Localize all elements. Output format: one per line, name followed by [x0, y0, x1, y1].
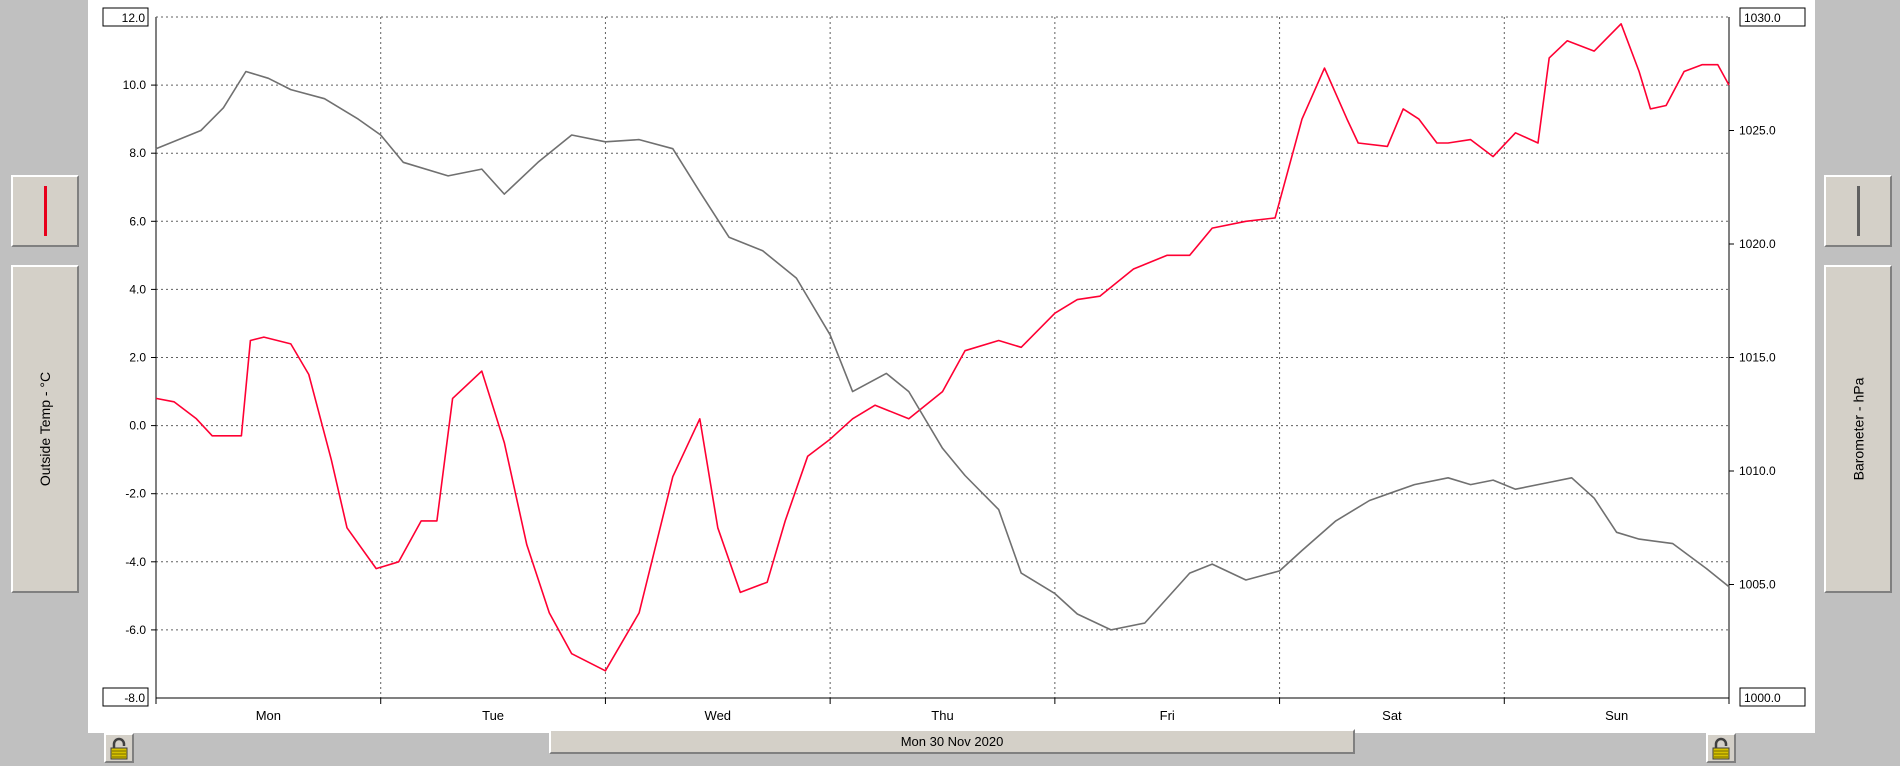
right-tick-label: 1015.0: [1739, 351, 1776, 365]
left-tick-label: -2.0: [125, 487, 146, 501]
left-lock-button[interactable]: [104, 733, 134, 763]
chart-svg: 10.0 8.0 6.0 4.0 2.0 0.0 -2.0 -4.0 -6.0 12.0 -8.0 1…: [102, 7, 1806, 723]
temp-series-line: [155, 22, 1730, 672]
left-tick-label: 4.0: [129, 282, 146, 296]
x-tick-label: Mon: [256, 708, 281, 723]
left-tick-label: -6.0: [125, 623, 146, 637]
temp-axis-title: Outside Temp - °C: [37, 371, 53, 487]
barometer-legend-swatch: [1857, 186, 1860, 236]
barometer-series-line: [155, 70, 1730, 631]
x-tick-label: Fri: [1160, 708, 1175, 723]
right-bottom-label: 1000.0: [1744, 691, 1781, 705]
date-label: Mon 30 Nov 2020: [900, 734, 1004, 749]
temp-axis-title-button[interactable]: Outside Temp - °C: [11, 265, 79, 593]
right-tick-label: 1005.0: [1739, 578, 1776, 592]
left-tick-label: 10.0: [123, 78, 147, 92]
left-tick-label: 2.0: [129, 351, 146, 365]
padlock-icon: [1712, 737, 1730, 760]
date-bar[interactable]: Mon 30 Nov 2020: [549, 729, 1355, 754]
right-tick-label: 1025.0: [1739, 124, 1776, 138]
x-tick-label: Sun: [1605, 708, 1628, 723]
left-tick-label: 0.0: [129, 419, 146, 433]
left-top-label-box: [102, 7, 149, 27]
left-bottom-label-box: [102, 687, 149, 707]
plot-panel: 10.0 8.0 6.0 4.0 2.0 0.0 -2.0 -4.0 -6.0 12.0 -8.0 1…: [88, 0, 1815, 733]
temp-legend-swatch: [44, 186, 47, 236]
x-tick-label: Thu: [931, 708, 953, 723]
left-bottom-label: -8.0: [124, 691, 145, 705]
left-top-label: 12.0: [122, 11, 146, 25]
padlock-icon: [110, 737, 128, 760]
left-tick-label: 8.0: [129, 146, 146, 160]
x-tick-label: Wed: [705, 708, 732, 723]
right-tick-label: 1010.0: [1739, 464, 1776, 478]
right-top-label: 1030.0: [1744, 11, 1781, 25]
right-bottom-label-box: [1739, 687, 1806, 707]
left-tick-label: -4.0: [125, 555, 146, 569]
right-tick-label: 1020.0: [1739, 237, 1776, 251]
right-lock-button[interactable]: [1706, 733, 1736, 763]
x-tick-label: Tue: [482, 708, 504, 723]
left-tick-label: 6.0: [129, 214, 146, 228]
barometer-axis-title: Barometer - hPa: [1850, 377, 1866, 481]
barometer-legend-button[interactable]: [1824, 175, 1892, 247]
barometer-axis-title-button[interactable]: Barometer - hPa: [1824, 265, 1892, 593]
x-tick-label: Sat: [1382, 708, 1402, 723]
temp-legend-button[interactable]: [11, 175, 79, 247]
right-top-label-box: [1739, 7, 1806, 27]
